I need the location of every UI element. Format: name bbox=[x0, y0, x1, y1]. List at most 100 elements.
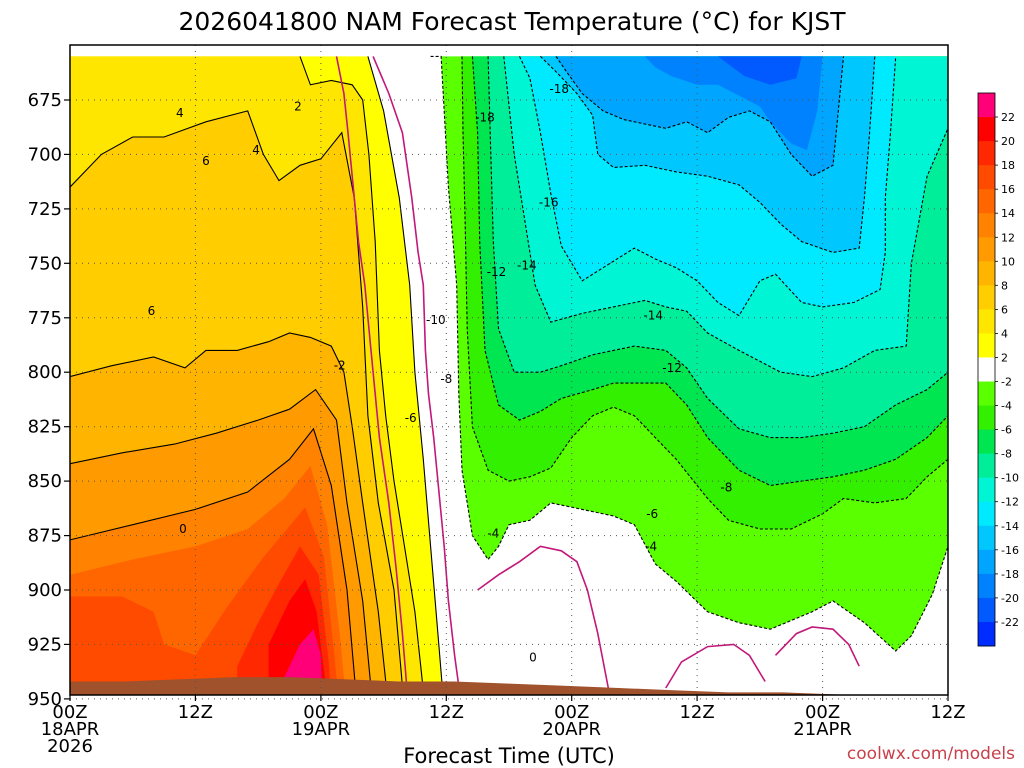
contour-label-7: -18 bbox=[475, 110, 495, 124]
y-tick-label: 750 bbox=[28, 253, 62, 274]
isotherm-line-18 bbox=[774, 626, 860, 667]
y-tick-label: 825 bbox=[28, 417, 62, 438]
colorbar-swatch bbox=[978, 501, 995, 527]
colorbar-swatch bbox=[978, 597, 995, 623]
x-tick-label: 21APR bbox=[793, 719, 852, 740]
y-tick-label: 900 bbox=[28, 580, 62, 601]
credit-text: coolwx.com/models bbox=[847, 744, 1015, 764]
colorbar-swatch bbox=[978, 261, 995, 286]
colorbar-label: 20 bbox=[1001, 135, 1015, 148]
isotherm-line-1 bbox=[70, 332, 388, 695]
contour-label-15: -12 bbox=[662, 361, 682, 375]
y-tick-label: 950 bbox=[28, 689, 62, 710]
contour-label-5: 0 bbox=[179, 522, 187, 536]
y-tick-label: 700 bbox=[28, 144, 62, 165]
colorbar-swatch bbox=[978, 213, 995, 238]
colorbar-swatch bbox=[978, 453, 995, 479]
contour-label-10: -12 bbox=[487, 265, 507, 279]
colorbar-swatch bbox=[978, 429, 995, 455]
colorbar-label: -8 bbox=[1001, 448, 1012, 461]
y-tick-label: 925 bbox=[28, 634, 62, 655]
contour-label-18: -6 bbox=[646, 507, 658, 521]
y-tick-label: 875 bbox=[28, 526, 62, 547]
isotherm-line-13 bbox=[430, 55, 948, 652]
contour-label-9: -16 bbox=[539, 195, 559, 209]
isotherm-line-12 bbox=[555, 56, 845, 177]
contour-label-6: -2 bbox=[334, 359, 346, 373]
colorbar-label: 8 bbox=[1001, 279, 1008, 292]
y-axis: 675 700 725 750 775 800 825 850 875 900 925 950 bbox=[28, 90, 70, 710]
colorbar-label: -14 bbox=[1001, 520, 1019, 533]
colorbar-label: -4 bbox=[1001, 400, 1012, 413]
colorbar-swatch bbox=[978, 333, 995, 358]
colorbar-swatch bbox=[978, 141, 995, 166]
contour-label-4: 6 bbox=[148, 304, 156, 318]
colorbar-label: 16 bbox=[1001, 183, 1015, 196]
x-tick-label: 00Z bbox=[554, 702, 589, 723]
terrain-ground bbox=[70, 677, 948, 695]
contour-label-20: -4 bbox=[645, 539, 657, 553]
x-tick-label: 20APR bbox=[542, 719, 601, 740]
colorbar-label: 22 bbox=[1001, 111, 1015, 124]
y-tick-label: 850 bbox=[28, 471, 62, 492]
contour-label-21: 0 bbox=[529, 651, 537, 665]
contour-label-11: -14 bbox=[517, 259, 537, 273]
x-tick-label: 19APR bbox=[292, 719, 351, 740]
colorbar-swatch bbox=[978, 549, 995, 575]
x-tick-label: 00Z bbox=[805, 702, 840, 723]
contour-label-8: -18 bbox=[549, 82, 569, 96]
colorbar-label: -20 bbox=[1001, 592, 1019, 605]
isotherm-line-16 bbox=[477, 545, 610, 689]
isotherm-line-14 bbox=[335, 56, 409, 695]
x-tick-label: 12Z bbox=[429, 702, 464, 723]
colorbar-label: -2 bbox=[1001, 376, 1012, 389]
contour-band-21 bbox=[718, 56, 802, 85]
isotherm-line-8 bbox=[487, 56, 948, 439]
isotherm-line-11 bbox=[540, 56, 876, 253]
contour-label-2: 6 bbox=[202, 154, 210, 168]
isotherm-line-5 bbox=[299, 56, 425, 695]
colorbar-swatch bbox=[978, 357, 995, 382]
colorbar-swatch bbox=[978, 165, 995, 190]
x-tick-label: 00Z bbox=[303, 702, 338, 723]
colorbar-label: -6 bbox=[1001, 424, 1012, 437]
colorbar-label: 18 bbox=[1001, 159, 1015, 172]
isotherm-line-0 bbox=[70, 110, 404, 695]
y-tick-label: 675 bbox=[28, 90, 62, 111]
contour-label-13: -14 bbox=[643, 309, 663, 323]
isotherm-line-7 bbox=[471, 56, 948, 487]
colorbar-swatch bbox=[978, 621, 995, 647]
contour-label-14: -8 bbox=[440, 372, 452, 386]
colorbar-label: -16 bbox=[1001, 544, 1019, 557]
x-tick-label: 12Z bbox=[679, 702, 714, 723]
colorbar-swatch bbox=[978, 381, 995, 406]
isotherm-line-4 bbox=[367, 56, 444, 695]
colorbar-swatch bbox=[978, 477, 995, 503]
plot-frame bbox=[69, 44, 949, 696]
grid-lines bbox=[69, 45, 949, 700]
y-tick-label: 725 bbox=[28, 199, 62, 220]
colorbar-swatch bbox=[978, 405, 995, 431]
x-tick-label: 12Z bbox=[178, 702, 213, 723]
colorbar-label: 2 bbox=[1001, 352, 1008, 365]
colorbar-swatch bbox=[978, 285, 995, 310]
x-tick-label: 12Z bbox=[930, 702, 965, 723]
colorbar-label: 10 bbox=[1001, 255, 1015, 268]
chart-title: 2026041800 NAM Forecast Temperature (°C)… bbox=[178, 7, 846, 36]
colorbar-swatch bbox=[978, 237, 995, 262]
isotherm-line-3 bbox=[70, 427, 357, 695]
contour-label-19: -4 bbox=[487, 526, 499, 540]
x-tick-label: 2026 bbox=[47, 736, 93, 757]
contour-label-1: 2 bbox=[294, 100, 302, 114]
x-axis-label: Forecast Time (UTC) bbox=[403, 744, 615, 768]
contour-label-12: -10 bbox=[426, 313, 446, 327]
contour-label-16: -6 bbox=[405, 411, 417, 425]
contour-label-0: 4 bbox=[176, 106, 184, 120]
colorbar-label: 12 bbox=[1001, 231, 1015, 244]
colorbar-label: 14 bbox=[1001, 207, 1015, 220]
colorbar-frame bbox=[977, 92, 996, 647]
colorbar-swatch bbox=[978, 525, 995, 551]
colorbar-label: 4 bbox=[1001, 327, 1008, 340]
colorbar-label: -10 bbox=[1001, 472, 1019, 485]
y-tick-label: 775 bbox=[28, 308, 62, 329]
